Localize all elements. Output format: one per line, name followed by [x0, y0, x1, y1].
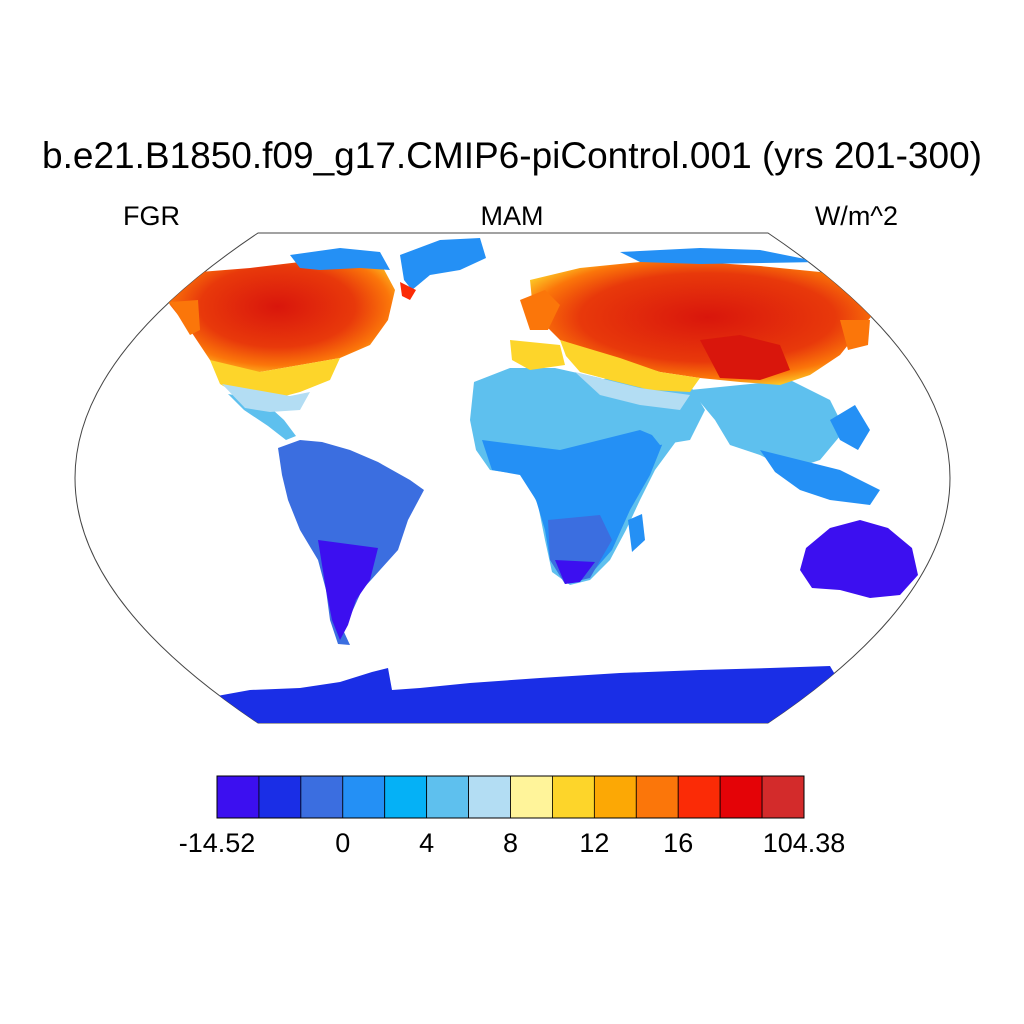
colorbar-cell: [635, 775, 679, 819]
colorbar-tick-label: -14.52: [178, 828, 256, 858]
colorbar-cell: [216, 775, 260, 819]
colorbar: [216, 775, 805, 819]
colorbar-cell: [342, 775, 386, 819]
colorbar-cell: [677, 775, 721, 819]
greenland: [400, 238, 486, 290]
map-title: b.e21.B1850.f09_g17.CMIP6-piControl.001 …: [42, 135, 982, 176]
eurasia: [530, 262, 885, 385]
antarctica: [195, 666, 850, 723]
colorbar-cell: [384, 775, 428, 819]
colorbar-cell: [468, 775, 511, 819]
units-label: W/m^2: [814, 201, 898, 231]
colorbar-cell: [300, 775, 344, 819]
variable-label: FGR: [123, 201, 180, 231]
colorbar-tick-label: 16: [663, 828, 694, 858]
colorbar-cell: [593, 775, 637, 819]
colorbar-cell: [761, 775, 805, 819]
colorbar-tick-label: 104.38: [762, 828, 846, 858]
land-fields: [160, 238, 950, 723]
north-america: [160, 258, 395, 380]
colorbar-tick-label: 4: [419, 828, 435, 858]
colorbar-tick-label: 0: [335, 828, 351, 858]
south-america: [278, 440, 424, 645]
australia: [800, 520, 918, 598]
colorbar-tick-label: 12: [579, 828, 610, 858]
colorbar-cell: [258, 775, 302, 819]
season-label: MAM: [480, 201, 544, 231]
colorbar-cell: [510, 775, 553, 819]
colorbar-frame: [216, 775, 805, 819]
colorbar-cell: [719, 775, 763, 819]
colorbar-cell: [426, 775, 469, 819]
colorbar-tick-label: 8: [502, 828, 519, 858]
colorbar-cell: [552, 775, 595, 819]
